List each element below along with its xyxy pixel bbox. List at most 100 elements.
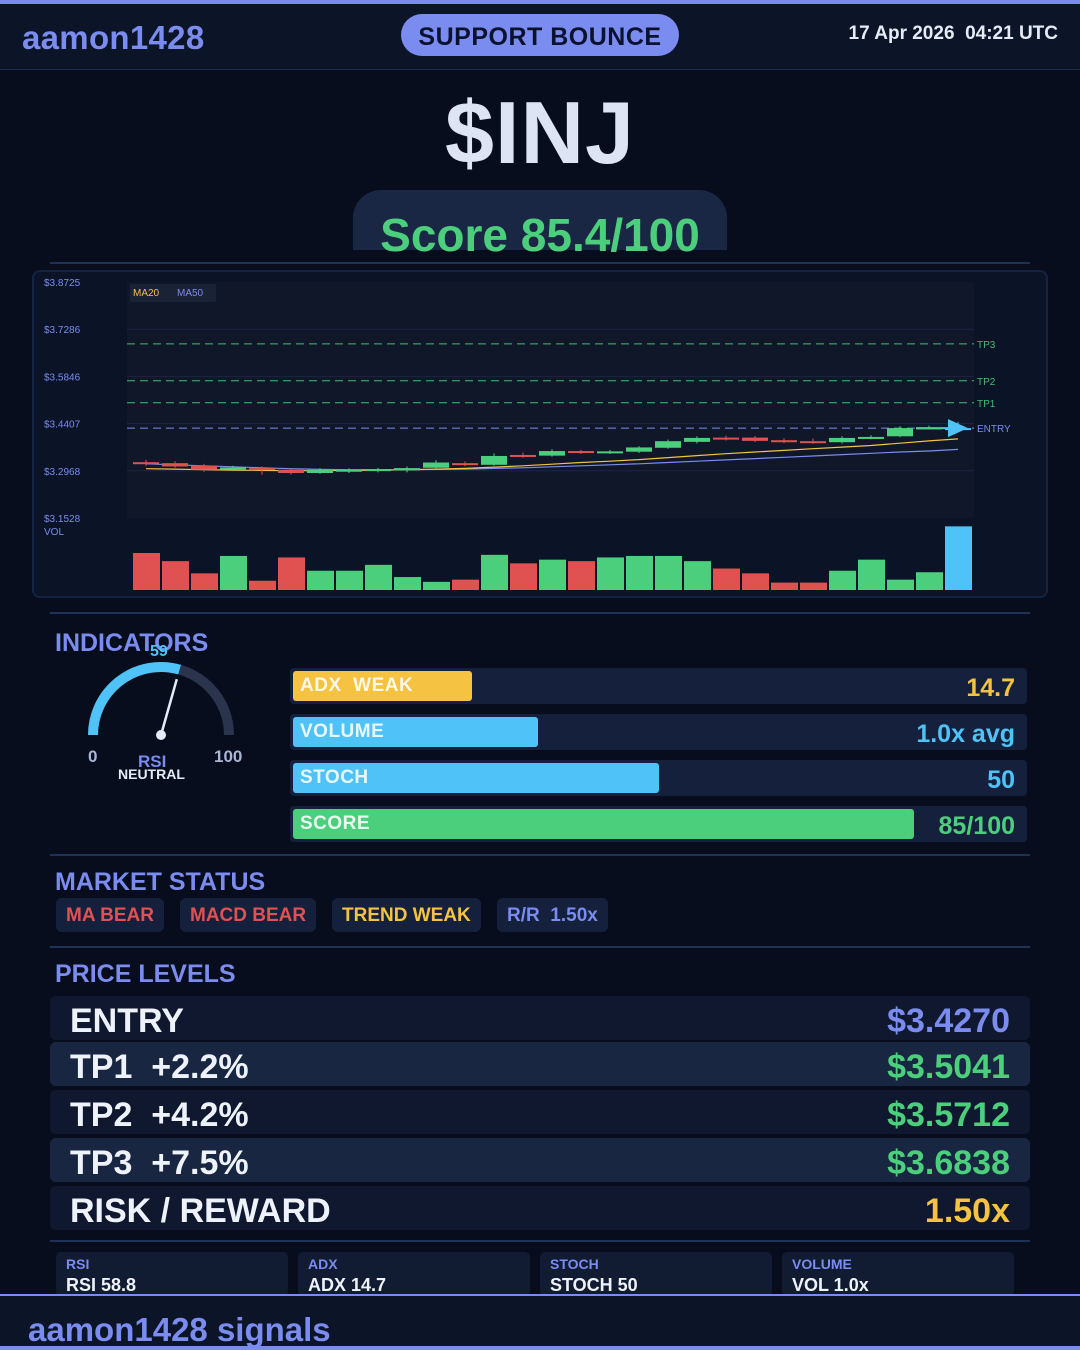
gauge-track	[88, 662, 234, 736]
gauge-label: RSI	[138, 752, 166, 771]
gauge-fill	[88, 662, 181, 736]
indicator-bar-label: ADX WEAK	[300, 675, 414, 696]
volume-bar	[133, 553, 160, 590]
candle-body	[742, 437, 768, 441]
price-level-label: TP1 +2.2%	[70, 1048, 249, 1086]
price-level-row: TP2 +4.2% $3.5712	[50, 1090, 1030, 1134]
indicator-bar-fill	[293, 717, 538, 747]
footer-brand: aamon1428 signals	[28, 1311, 331, 1348]
y-tick-label: $3.4407	[44, 420, 81, 431]
indicator-bar: ADX WEAK 14.7	[290, 668, 1027, 704]
candle-body	[771, 440, 797, 443]
top-accent-line	[0, 0, 1080, 4]
candle-body	[452, 463, 478, 466]
level-line-label: TP2	[977, 377, 996, 388]
price-level-label: RISK / REWARD	[70, 1192, 331, 1230]
volume-bar	[365, 564, 392, 590]
y-tick-label: $3.2968	[44, 467, 81, 478]
candle-body	[278, 469, 304, 474]
gauge-value: 59	[150, 643, 168, 660]
ma50-line	[145, 448, 959, 471]
stat-caption: VOLUME	[792, 1256, 852, 1272]
rsi-gauge-canvas: 59 0 100 RSI NEUTRAL	[88, 643, 242, 782]
timestamp: 17 Apr 2026 04:21 UTC	[848, 23, 1058, 44]
candle-body	[249, 468, 275, 471]
volume-bar	[510, 563, 537, 590]
status-badge: R/R 1.50x	[497, 898, 608, 932]
legend-ma50: MA50	[177, 288, 204, 299]
price-level-label: TP3 +7.5%	[70, 1144, 249, 1182]
stat-value: VOL 1.0x	[792, 1275, 869, 1295]
candle-body	[510, 454, 536, 457]
y-tick-label: $3.8725	[44, 278, 81, 289]
volume-bar	[481, 554, 508, 590]
volume-bar	[394, 577, 421, 590]
volume-bar	[655, 555, 682, 590]
bottom-accent-line	[0, 1346, 1080, 1350]
candle-body	[220, 467, 246, 470]
volume-axis-label: VOL	[44, 527, 64, 538]
candle-body	[626, 447, 652, 452]
indicator-bar-fill	[293, 671, 472, 701]
volume-bar	[916, 572, 943, 590]
volume-bar	[858, 559, 885, 590]
volume-bar	[800, 582, 827, 590]
indicator-bar: VOLUME 1.0x avg	[290, 714, 1027, 750]
price-level-row: TP1 +2.2% $3.5041	[50, 1042, 1030, 1086]
candle-body	[713, 437, 739, 440]
brand-name: aamon1428	[22, 19, 205, 56]
stat-caption: RSI	[66, 1256, 90, 1272]
volume-bar	[829, 570, 856, 590]
stat-card: ADX ADX 14.7	[298, 1252, 530, 1296]
candle-body	[133, 462, 159, 465]
divider	[50, 946, 1030, 948]
indicator-bar-value: 50	[987, 766, 1015, 794]
indicator-bar-label: SCORE	[300, 813, 371, 834]
stat-value: ADX 14.7	[308, 1275, 387, 1295]
volume-bar	[162, 561, 189, 590]
candle-body	[423, 462, 449, 468]
price-levels-title: PRICE LEVELS	[55, 960, 236, 988]
score-box	[353, 190, 727, 250]
price-level-value: $3.6838	[887, 1144, 1010, 1182]
indicator-bar-fill	[293, 809, 914, 839]
volume-bar	[336, 570, 363, 590]
stat-value: RSI 58.8	[66, 1275, 137, 1295]
stat-caption: STOCH	[550, 1256, 599, 1272]
divider	[50, 854, 1030, 856]
market-status-title: MARKET STATUS	[55, 868, 266, 896]
rsi-gauge: 59 0 100 RSI NEUTRAL	[80, 640, 250, 790]
header-bar: aamon1428 SUPPORT BOUNCE 17 Apr 2026 04:…	[0, 4, 1080, 70]
candle-body	[539, 451, 565, 456]
status-badge: TREND WEAK	[332, 898, 481, 932]
stat-value: STOCH 50	[550, 1275, 638, 1295]
candle-body	[365, 469, 391, 472]
gauge-hub	[156, 730, 166, 740]
candle-body	[568, 451, 594, 454]
indicator-bar-label: STOCH	[300, 767, 369, 788]
y-tick-label: $3.7286	[44, 325, 81, 336]
indicator-bar-value: 14.7	[966, 674, 1015, 702]
setup-badge: SUPPORT BOUNCE	[401, 14, 679, 56]
price-level-value: $3.4270	[887, 1002, 1010, 1040]
gauge-needle	[159, 678, 179, 736]
candle-body	[684, 437, 710, 442]
level-line-label: TP1	[977, 399, 996, 410]
stat-card: STOCH STOCH 50	[540, 1252, 772, 1296]
volume-bar	[568, 561, 595, 590]
volume-bar	[191, 573, 218, 590]
stat-card: VOLUME VOL 1.0x	[782, 1252, 1014, 1296]
indicator-bar-value: 85/100	[938, 812, 1015, 840]
volume-bar	[220, 555, 247, 590]
status-badge: MA BEAR	[56, 898, 164, 932]
candle-body	[800, 441, 826, 444]
stat-card: RSI RSI 58.8	[56, 1252, 288, 1296]
level-line-label: ENTRY	[977, 424, 1011, 435]
footer-bar: aamon1428 signals	[0, 1294, 1080, 1350]
status-badge: MACD BEAR	[180, 898, 317, 932]
volume-bar	[742, 573, 769, 590]
indicator-bar-label: VOLUME	[300, 721, 385, 742]
candle-body	[829, 437, 855, 443]
y-tick-label: $3.5846	[44, 372, 81, 383]
price-level-label: ENTRY	[70, 1002, 184, 1040]
